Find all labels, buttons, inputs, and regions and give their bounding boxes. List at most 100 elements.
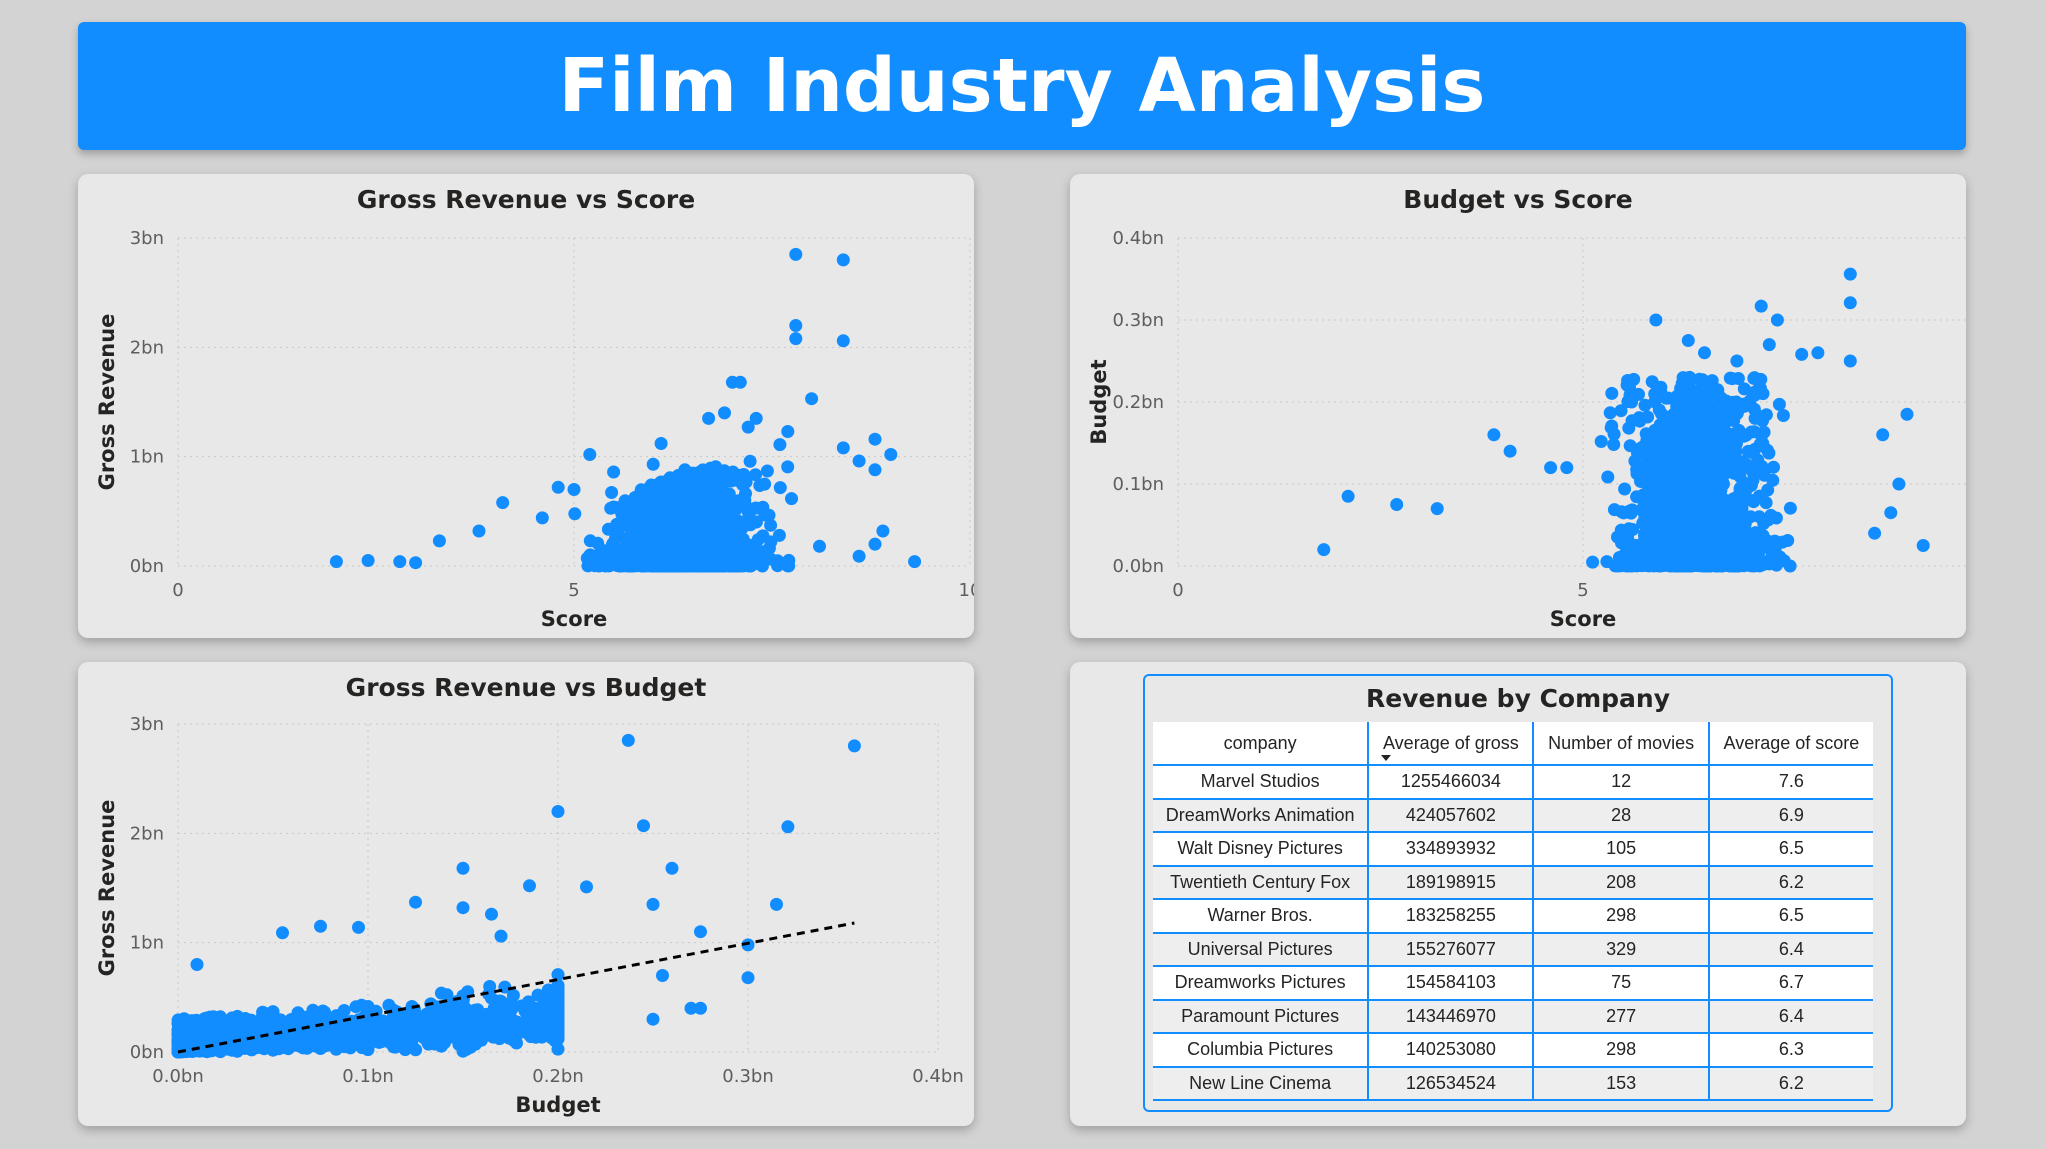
scatter-point[interactable] xyxy=(1664,556,1677,569)
scatter-point[interactable] xyxy=(456,861,470,875)
scatter-point[interactable] xyxy=(1681,477,1695,491)
scatter-point[interactable] xyxy=(607,500,621,514)
scatter-point[interactable] xyxy=(1623,439,1637,453)
scatter-point[interactable] xyxy=(1656,524,1670,538)
scatter-point[interactable] xyxy=(417,1031,431,1044)
scatter-point[interactable] xyxy=(781,425,795,438)
scatter-point[interactable] xyxy=(656,559,669,573)
scatter-point[interactable] xyxy=(382,1023,396,1037)
column-header-number-of-movies[interactable]: Number of movies xyxy=(1533,722,1710,766)
column-header-company[interactable]: company xyxy=(1153,722,1370,766)
scatter-point[interactable] xyxy=(868,537,882,551)
scatter-point[interactable] xyxy=(621,733,635,747)
scatter-point[interactable] xyxy=(388,1032,402,1046)
scatter-point[interactable] xyxy=(1641,522,1654,536)
table-row[interactable]: Walt Disney Pictures 334893932 105 6.5 xyxy=(1153,832,1873,867)
scatter-point[interactable] xyxy=(1645,488,1659,502)
scatter-point[interactable] xyxy=(219,1034,233,1048)
scatter-point[interactable] xyxy=(1682,544,1696,558)
scatter-point[interactable] xyxy=(1691,423,1705,437)
scatter-point[interactable] xyxy=(352,920,365,934)
scatter-point[interactable] xyxy=(591,548,605,562)
scatter-point[interactable] xyxy=(710,484,723,498)
scatter-point[interactable] xyxy=(781,460,795,474)
scatter-point[interactable] xyxy=(1723,371,1737,385)
scatter-point[interactable] xyxy=(674,474,688,488)
scatter-point[interactable] xyxy=(1768,534,1782,548)
scatter-point[interactable] xyxy=(1586,555,1600,569)
scatter-point[interactable] xyxy=(1783,501,1797,515)
scatter-point[interactable] xyxy=(205,1031,219,1044)
scatter-point[interactable] xyxy=(781,820,795,834)
scatter-point[interactable] xyxy=(1681,334,1695,347)
scatter-point[interactable] xyxy=(213,1010,227,1024)
scatter-point[interactable] xyxy=(605,539,619,552)
scatter-point[interactable] xyxy=(581,559,595,573)
scatter-point[interactable] xyxy=(645,492,659,506)
revenue-by-company-panel[interactable]: Revenue by Company company Average of gr… xyxy=(1070,662,1966,1126)
scatter-point[interactable] xyxy=(749,468,762,482)
scatter-point[interactable] xyxy=(355,998,369,1012)
scatter-point[interactable] xyxy=(1761,513,1775,527)
scatter-point[interactable] xyxy=(1705,467,1719,481)
scatter-point[interactable] xyxy=(789,332,803,346)
scatter-point[interactable] xyxy=(642,541,656,555)
scatter-point[interactable] xyxy=(1594,435,1608,448)
scatter-point[interactable] xyxy=(456,901,470,915)
scatter-point[interactable] xyxy=(258,1006,272,1020)
scatter-point[interactable] xyxy=(231,1017,244,1031)
scatter-point[interactable] xyxy=(485,907,498,921)
scatter-point[interactable] xyxy=(440,1000,454,1014)
scatter-point[interactable] xyxy=(637,819,650,833)
scatter-point[interactable] xyxy=(686,535,700,549)
scatter-point[interactable] xyxy=(749,501,763,515)
scatter-point[interactable] xyxy=(656,969,669,982)
scatter-point[interactable] xyxy=(702,411,716,425)
scatter-point[interactable] xyxy=(533,1022,547,1036)
scatter-point[interactable] xyxy=(409,895,422,909)
table-row[interactable]: Marvel Studios 1255466034 12 7.6 xyxy=(1153,765,1873,800)
scatter-point[interactable] xyxy=(1900,407,1914,421)
scatter-point[interactable] xyxy=(1670,423,1684,437)
scatter-point[interactable] xyxy=(1744,478,1758,492)
scatter-point[interactable] xyxy=(1757,468,1771,482)
gross-vs-budget-panel[interactable]: Gross Revenue vs Budget 0bn 1bn 2bn 3bn 0.0bn… xyxy=(78,662,974,1126)
scatter-point[interactable] xyxy=(663,488,677,502)
scatter-point[interactable] xyxy=(287,1034,301,1048)
scatter-point[interactable] xyxy=(737,468,751,481)
scatter-point[interactable] xyxy=(1703,400,1717,414)
scatter-point[interactable] xyxy=(321,1010,334,1024)
scatter-point[interactable] xyxy=(813,539,826,553)
scatter-point[interactable] xyxy=(1607,503,1621,517)
table-row[interactable]: Paramount Pictures 143446970 277 6.4 xyxy=(1153,999,1873,1034)
column-header-average-gross[interactable]: Average of gross xyxy=(1368,722,1535,766)
scatter-point[interactable] xyxy=(567,483,581,496)
scatter-point[interactable] xyxy=(1682,535,1696,549)
scatter-point[interactable] xyxy=(646,897,660,911)
scatter-point[interactable] xyxy=(743,454,757,468)
scatter-point[interactable] xyxy=(190,958,204,971)
sort-descending-icon[interactable] xyxy=(1381,755,1392,761)
scatter-point[interactable] xyxy=(1760,443,1774,457)
scatter-point[interactable] xyxy=(617,542,631,556)
scatter-point[interactable] xyxy=(1698,493,1712,507)
scatter-point[interactable] xyxy=(736,478,750,492)
scatter-point[interactable] xyxy=(1638,507,1652,521)
scatter-point[interactable] xyxy=(1708,559,1721,573)
scatter-point[interactable] xyxy=(243,1018,257,1032)
scatter-point[interactable] xyxy=(190,1037,203,1051)
scatter-point[interactable] xyxy=(1622,537,1636,551)
scatter-point[interactable] xyxy=(483,980,497,993)
scatter-point[interactable] xyxy=(696,469,710,483)
scatter-point[interactable] xyxy=(1767,460,1780,474)
scatter-point[interactable] xyxy=(1759,496,1773,510)
scatter-point[interactable] xyxy=(683,524,697,538)
scatter-point[interactable] xyxy=(705,461,719,475)
scatter-point[interactable] xyxy=(1625,503,1639,517)
scatter-point[interactable] xyxy=(868,432,882,446)
scatter-point[interactable] xyxy=(1614,404,1628,418)
scatter-point[interactable] xyxy=(605,486,619,499)
scatter-point[interactable] xyxy=(1783,559,1797,573)
scatter-point[interactable] xyxy=(483,1023,497,1037)
scatter-point[interactable] xyxy=(1670,467,1684,481)
